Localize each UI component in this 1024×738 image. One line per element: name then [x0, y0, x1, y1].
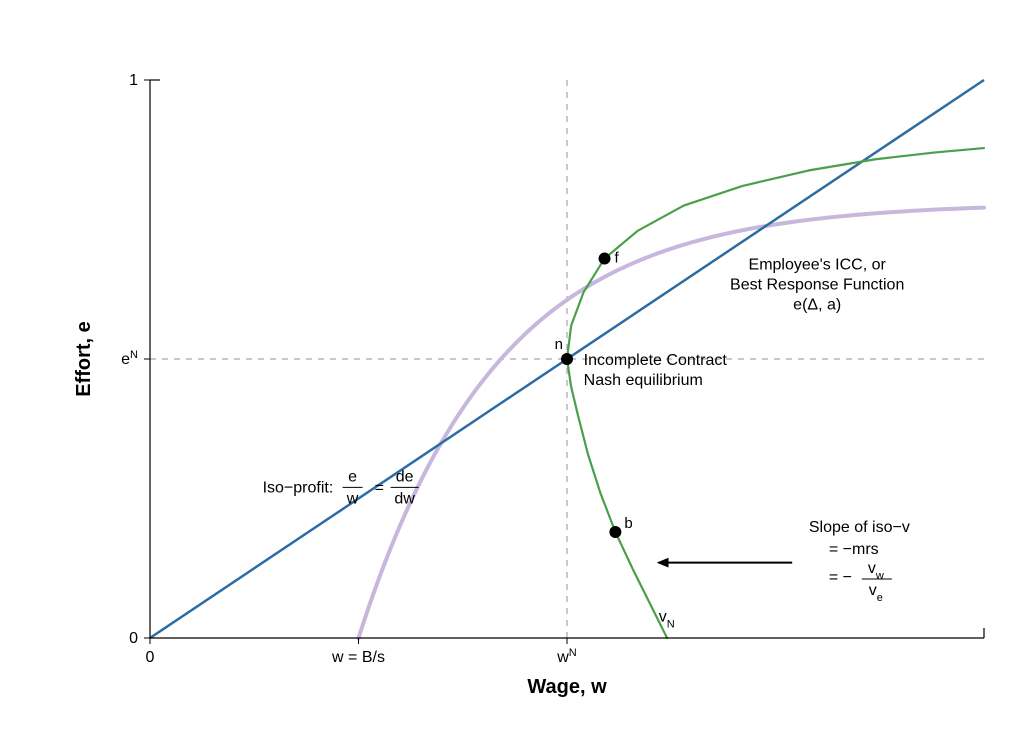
svg-text:Nash equilibrium: Nash equilibrium — [584, 372, 703, 389]
svg-text:Incomplete Contract: Incomplete Contract — [584, 352, 728, 369]
svg-text:e(Δ, a): e(Δ, a) — [793, 297, 841, 314]
svg-text:=: = — [375, 479, 384, 496]
y-tick-label: 1 — [129, 72, 138, 89]
point-b — [609, 526, 621, 538]
svg-text:dw: dw — [394, 490, 415, 507]
point-n — [561, 353, 573, 365]
svg-text:= −: = − — [829, 569, 852, 586]
x-axis-title: Wage, w — [527, 676, 607, 698]
svg-text:de: de — [396, 468, 414, 485]
x-tick-label: 0 — [146, 649, 155, 666]
point-label-b: b — [624, 515, 632, 532]
svg-text:Iso−profit:: Iso−profit: — [263, 479, 334, 496]
point-label-n: n — [555, 336, 563, 353]
y-tick-label: 0 — [129, 630, 138, 647]
svg-text:w: w — [346, 490, 359, 507]
svg-text:e: e — [348, 468, 357, 485]
svg-text:Employee's ICC, or: Employee's ICC, or — [749, 257, 887, 274]
chart-background — [0, 0, 1024, 738]
point-f — [599, 253, 611, 265]
x-tick-label: w = B/s — [331, 649, 385, 666]
y-axis-title: Effort, e — [73, 321, 95, 397]
svg-text:= −mrs: = −mrs — [829, 541, 879, 558]
svg-text:Slope of iso−v: Slope of iso−v — [809, 519, 910, 536]
svg-text:Best Response Function: Best Response Function — [730, 277, 904, 294]
economics-effort-wage-chart: nfb0eN10w = B/swNWage, wEffort, eIso−pro… — [0, 0, 1024, 738]
